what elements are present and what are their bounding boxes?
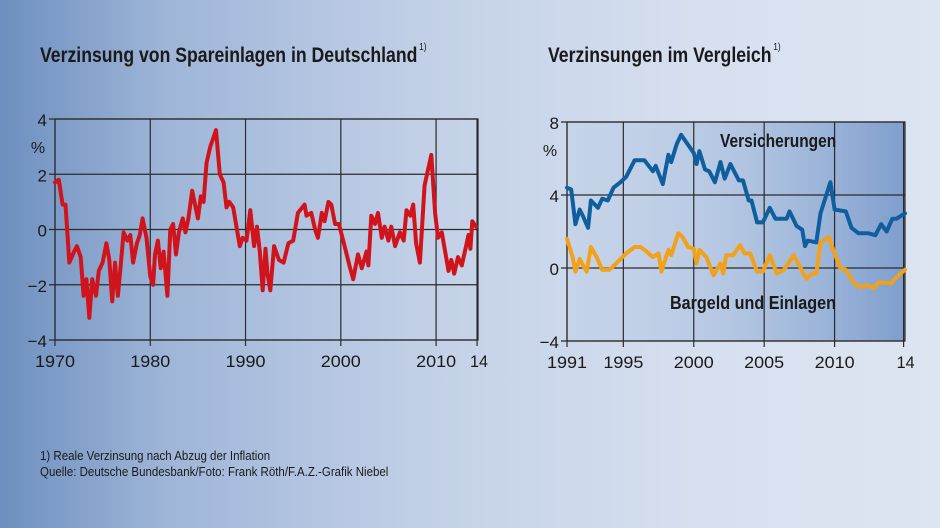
left-ytick-label: 2: [38, 166, 47, 185]
right-xtick-label: 2010: [815, 353, 855, 372]
left-ytick-label: −2: [28, 277, 47, 296]
left-xtick-label: 2010: [416, 352, 456, 371]
right-ytick-label: 4: [550, 187, 559, 206]
left-xtick-label: 1980: [130, 352, 170, 371]
series-label-versicherungen: Versicherungen: [720, 131, 836, 151]
left-title-footnote-mark: 1): [419, 42, 427, 53]
right-title-footnote-mark: 1): [773, 42, 781, 53]
left-ytick-label: 0: [38, 222, 47, 241]
source-note: Quelle: Deutsche Bundesbank/Foto: Frank …: [40, 465, 389, 479]
right-xtick-label: 2000: [674, 353, 714, 372]
right-series-line-bargeld-und-einlagen: [565, 231, 907, 291]
left-chart-title-text: Verzinsung von Spareinlagen in Deutschla…: [40, 44, 418, 67]
left-ytick-label: 4: [38, 111, 47, 130]
right-xtick-label: 1995: [603, 353, 643, 372]
right-xtick-label: 2005: [744, 353, 784, 372]
footnote: 1) Reale Verzinsung nach Abzug der Infla…: [40, 449, 271, 463]
right-ytick-label: 8: [550, 114, 559, 133]
left-chart-title: Verzinsung von Spareinlagen in Deutschla…: [40, 42, 427, 68]
right-xtick-label: 1991: [547, 353, 587, 372]
right-ytick-label: −4: [540, 333, 559, 352]
left-xtick-label: 2000: [321, 352, 361, 371]
right-chart-title-text: Verzinsungen im Vergleich: [548, 44, 772, 67]
left-series-line-0: [53, 128, 479, 320]
left-ytick-label: −4: [28, 332, 47, 351]
right-ytick-label: 0: [550, 260, 559, 279]
right-chart-title: Verzinsungen im Vergleich 1): [548, 42, 781, 68]
right-y-unit-label: %: [543, 143, 557, 160]
right-series-line-versicherungen: [565, 132, 907, 249]
left-chart: 4 2 0 −2 −4% 1970 1980 1990 2000 2010 14: [28, 111, 488, 371]
right-xtick-label: 14: [897, 353, 915, 372]
left-y-unit-label: %: [31, 140, 45, 157]
right-chart: 8 4 0 −4% 1991 1995 2000 2005 2010 14 Versicherung…: [540, 114, 915, 372]
series-label-bargeld-und-einlagen: Bargeld und Einlagen: [670, 293, 836, 313]
left-xtick-label: 1990: [226, 352, 266, 371]
left-xtick-label: 14: [470, 352, 488, 371]
left-xtick-label: 1970: [35, 352, 75, 371]
